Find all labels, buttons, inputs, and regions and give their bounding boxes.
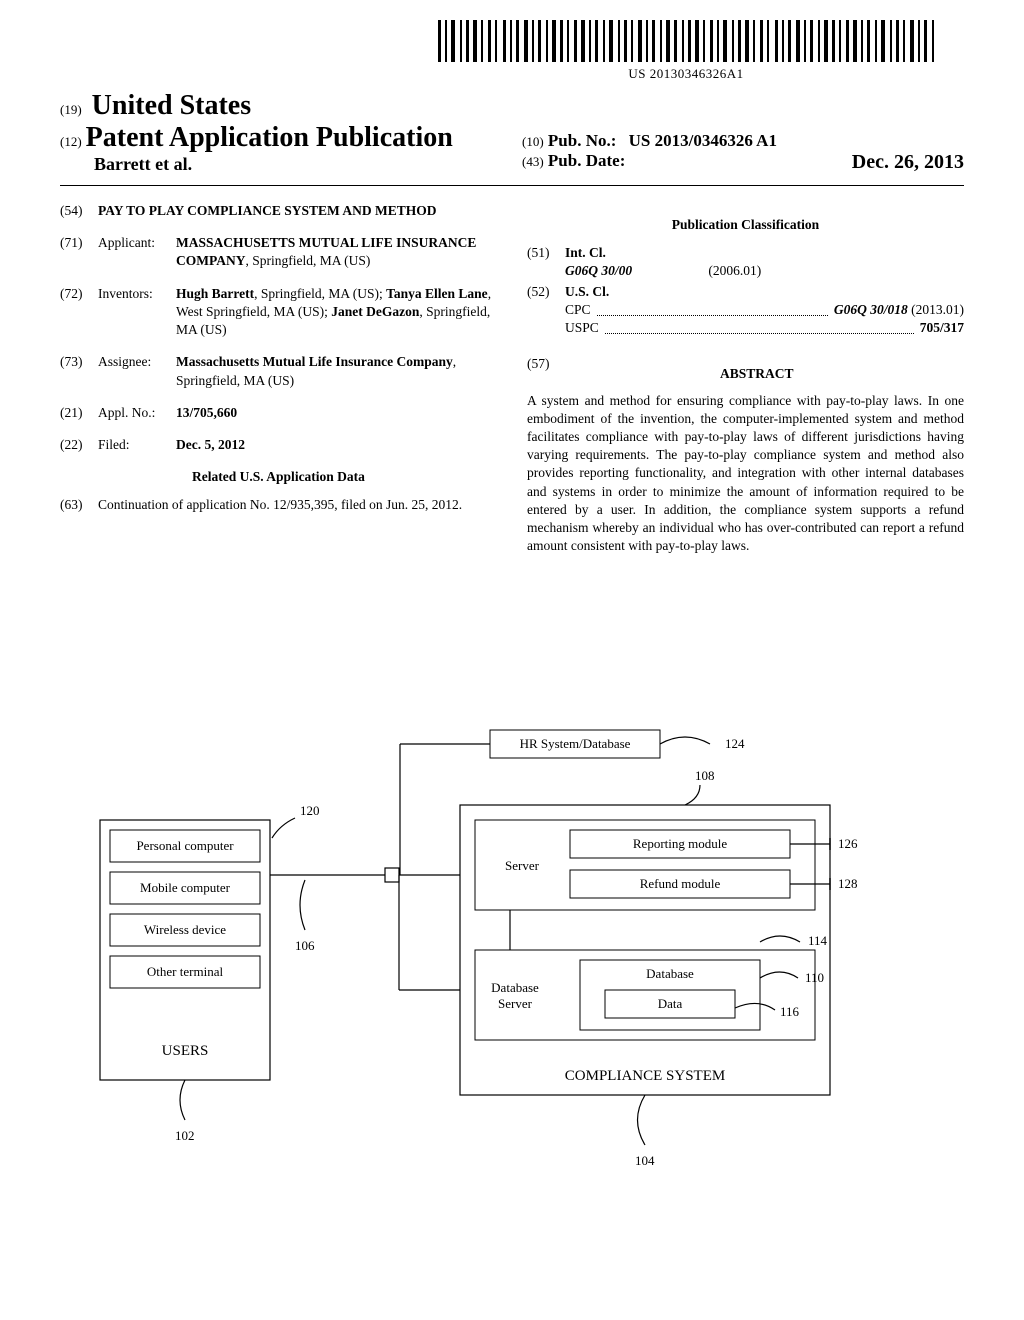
publication-type: Patent Application Publication	[86, 122, 453, 153]
barcode-graphic	[438, 20, 934, 62]
fig-mobile: Mobile computer	[140, 880, 231, 895]
header-divider	[60, 185, 964, 186]
field-num-52: (52)	[527, 283, 565, 338]
related-heading: Related U.S. Application Data	[60, 468, 497, 486]
uspc-row: USPC 705/317	[565, 319, 964, 337]
filed-date: Dec. 5, 2012	[176, 436, 497, 454]
pub-date: Dec. 26, 2013	[852, 151, 964, 174]
fig-pc: Personal computer	[136, 838, 234, 853]
fig-server: Server	[505, 858, 540, 873]
field-num-10: (10)	[522, 134, 544, 149]
field-num-71: (71)	[60, 234, 98, 270]
invention-title: PAY TO PLAY COMPLIANCE SYSTEM AND METHOD	[98, 202, 497, 220]
fig-ref-102: 102	[175, 1128, 195, 1143]
field-num-19: (19)	[60, 102, 82, 117]
cpc-row: CPC G06Q 30/018 (2013.01)	[565, 301, 964, 319]
fig-database: Database	[646, 966, 694, 981]
fig-ref-106: 106	[295, 938, 315, 953]
field-num-22: (22)	[60, 436, 98, 454]
us-cl-label: U.S. Cl.	[565, 283, 964, 301]
fig-wireless: Wireless device	[144, 922, 226, 937]
fig-compliance: COMPLIANCE SYSTEM	[565, 1068, 725, 1084]
right-column: Publication Classification (51) Int. Cl.…	[527, 202, 964, 556]
fig-hr-system: HR System/Database	[520, 736, 631, 751]
bibliographic-columns: (54) PAY TO PLAY COMPLIANCE SYSTEM AND M…	[60, 202, 964, 556]
barcode-text: US 20130346326A1	[438, 66, 934, 82]
int-cl-label: Int. Cl.	[565, 244, 964, 262]
barcode-block: US 20130346326A1	[438, 20, 934, 82]
field-num-54: (54)	[60, 202, 98, 220]
fig-db-server-1: Database	[491, 980, 539, 995]
fig-db-server-2: Server	[498, 996, 533, 1011]
fig-refund: Refund module	[640, 876, 721, 891]
appl-no: 13/705,660	[176, 404, 497, 422]
field-num-57: (57)	[527, 355, 550, 391]
int-cl-row: G06Q 30/00 (2006.01)	[565, 262, 964, 280]
left-column: (54) PAY TO PLAY COMPLIANCE SYSTEM AND M…	[60, 202, 497, 556]
fig-ref-104: 104	[635, 1153, 655, 1168]
applicant: MASSACHUSETTS MUTUAL LIFE INSURANCE COMP…	[176, 234, 497, 270]
fig-ref-114: 114	[808, 933, 828, 948]
fig-reporting: Reporting module	[633, 836, 727, 851]
fig-users: USERS	[162, 1043, 209, 1059]
abstract-label: ABSTRACT	[550, 365, 965, 383]
assignee-label: Assignee:	[98, 353, 176, 389]
field-num-51: (51)	[527, 244, 565, 280]
fig-ref-124: 124	[725, 736, 745, 751]
abstract-text: A system and method for ensuring complia…	[527, 392, 964, 556]
fig-other: Other terminal	[147, 964, 224, 979]
fig-ref-108: 108	[695, 768, 715, 783]
pub-no: US 2013/0346326 A1	[629, 131, 777, 150]
field-num-72: (72)	[60, 285, 98, 340]
fig-ref-110: 110	[805, 970, 824, 985]
country: United States	[92, 90, 251, 121]
inventors: Hugh Barrett, Springfield, MA (US); Tany…	[176, 285, 497, 340]
header: (19) United States (12) Patent Applicati…	[60, 90, 964, 175]
fig-data: Data	[658, 996, 683, 1011]
figure: HR System/Database 124 108 Personal comp…	[60, 720, 940, 1170]
applicant-label: Applicant:	[98, 234, 176, 270]
filed-label: Filed:	[98, 436, 176, 454]
author-line: Barrett et al.	[94, 154, 502, 175]
field-num-12: (12)	[60, 134, 82, 149]
fig-ref-128: 128	[838, 876, 858, 891]
related-text: Continuation of application No. 12/935,3…	[98, 496, 497, 514]
appl-no-label: Appl. No.:	[98, 404, 176, 422]
fig-ref-126: 126	[838, 836, 858, 851]
inventors-label: Inventors:	[98, 285, 176, 340]
field-num-21: (21)	[60, 404, 98, 422]
field-num-43: (43)	[522, 154, 544, 169]
pub-no-label: Pub. No.:	[548, 131, 616, 150]
assignee: Massachusetts Mutual Life Insurance Comp…	[176, 353, 497, 389]
fig-ref-116: 116	[780, 1004, 800, 1019]
pub-date-label: Pub. Date:	[548, 151, 625, 170]
field-num-73: (73)	[60, 353, 98, 389]
fig-ref-120: 120	[300, 803, 320, 818]
pub-class-heading: Publication Classification	[527, 216, 964, 234]
field-num-63: (63)	[60, 496, 98, 514]
